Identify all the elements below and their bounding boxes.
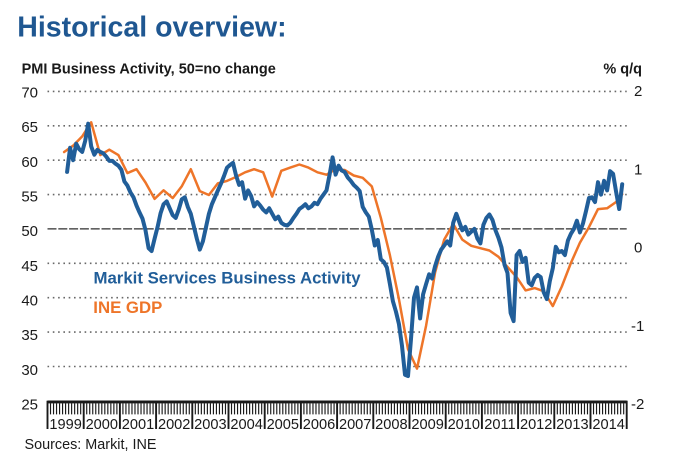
svg-text:Markit Services Business Activ: Markit Services Business Activity <box>94 268 362 287</box>
svg-text:2: 2 <box>634 83 642 100</box>
svg-text:2012: 2012 <box>520 417 552 433</box>
svg-text:30: 30 <box>21 362 38 379</box>
svg-text:0: 0 <box>634 240 642 257</box>
svg-text:2003: 2003 <box>194 417 226 433</box>
svg-text:70: 70 <box>21 84 38 101</box>
svg-text:2006: 2006 <box>303 417 335 433</box>
svg-text:-1: -1 <box>631 318 644 335</box>
svg-text:25: 25 <box>21 397 38 414</box>
svg-text:Sources: Markit, INE: Sources: Markit, INE <box>25 437 157 453</box>
svg-text:-2: -2 <box>631 396 644 413</box>
svg-text:2008: 2008 <box>375 417 407 433</box>
svg-text:2014: 2014 <box>592 417 624 433</box>
svg-text:2009: 2009 <box>411 417 443 433</box>
svg-text:2002: 2002 <box>158 417 190 433</box>
svg-text:INE GDP: INE GDP <box>93 298 162 317</box>
svg-text:60: 60 <box>21 154 38 171</box>
svg-text:1999: 1999 <box>49 417 81 433</box>
svg-text:2007: 2007 <box>339 417 371 433</box>
svg-text:% q/q: % q/q <box>603 61 642 77</box>
svg-text:2013: 2013 <box>556 417 588 433</box>
svg-text:55: 55 <box>21 189 38 206</box>
svg-text:65: 65 <box>21 119 38 136</box>
svg-text:45: 45 <box>21 258 38 275</box>
svg-text:1: 1 <box>634 161 642 178</box>
svg-text:2001: 2001 <box>122 417 154 433</box>
svg-text:PMI Business Activity, 50=no c: PMI Business Activity, 50=no change <box>22 61 276 77</box>
svg-text:Historical overview:: Historical overview: <box>17 12 286 44</box>
svg-text:40: 40 <box>21 293 38 310</box>
svg-text:2004: 2004 <box>230 417 262 433</box>
svg-text:50: 50 <box>21 223 38 240</box>
svg-text:2011: 2011 <box>484 417 515 433</box>
svg-text:2010: 2010 <box>448 417 480 433</box>
svg-text:2000: 2000 <box>86 417 118 433</box>
svg-text:2005: 2005 <box>267 417 299 433</box>
svg-text:35: 35 <box>21 327 38 344</box>
